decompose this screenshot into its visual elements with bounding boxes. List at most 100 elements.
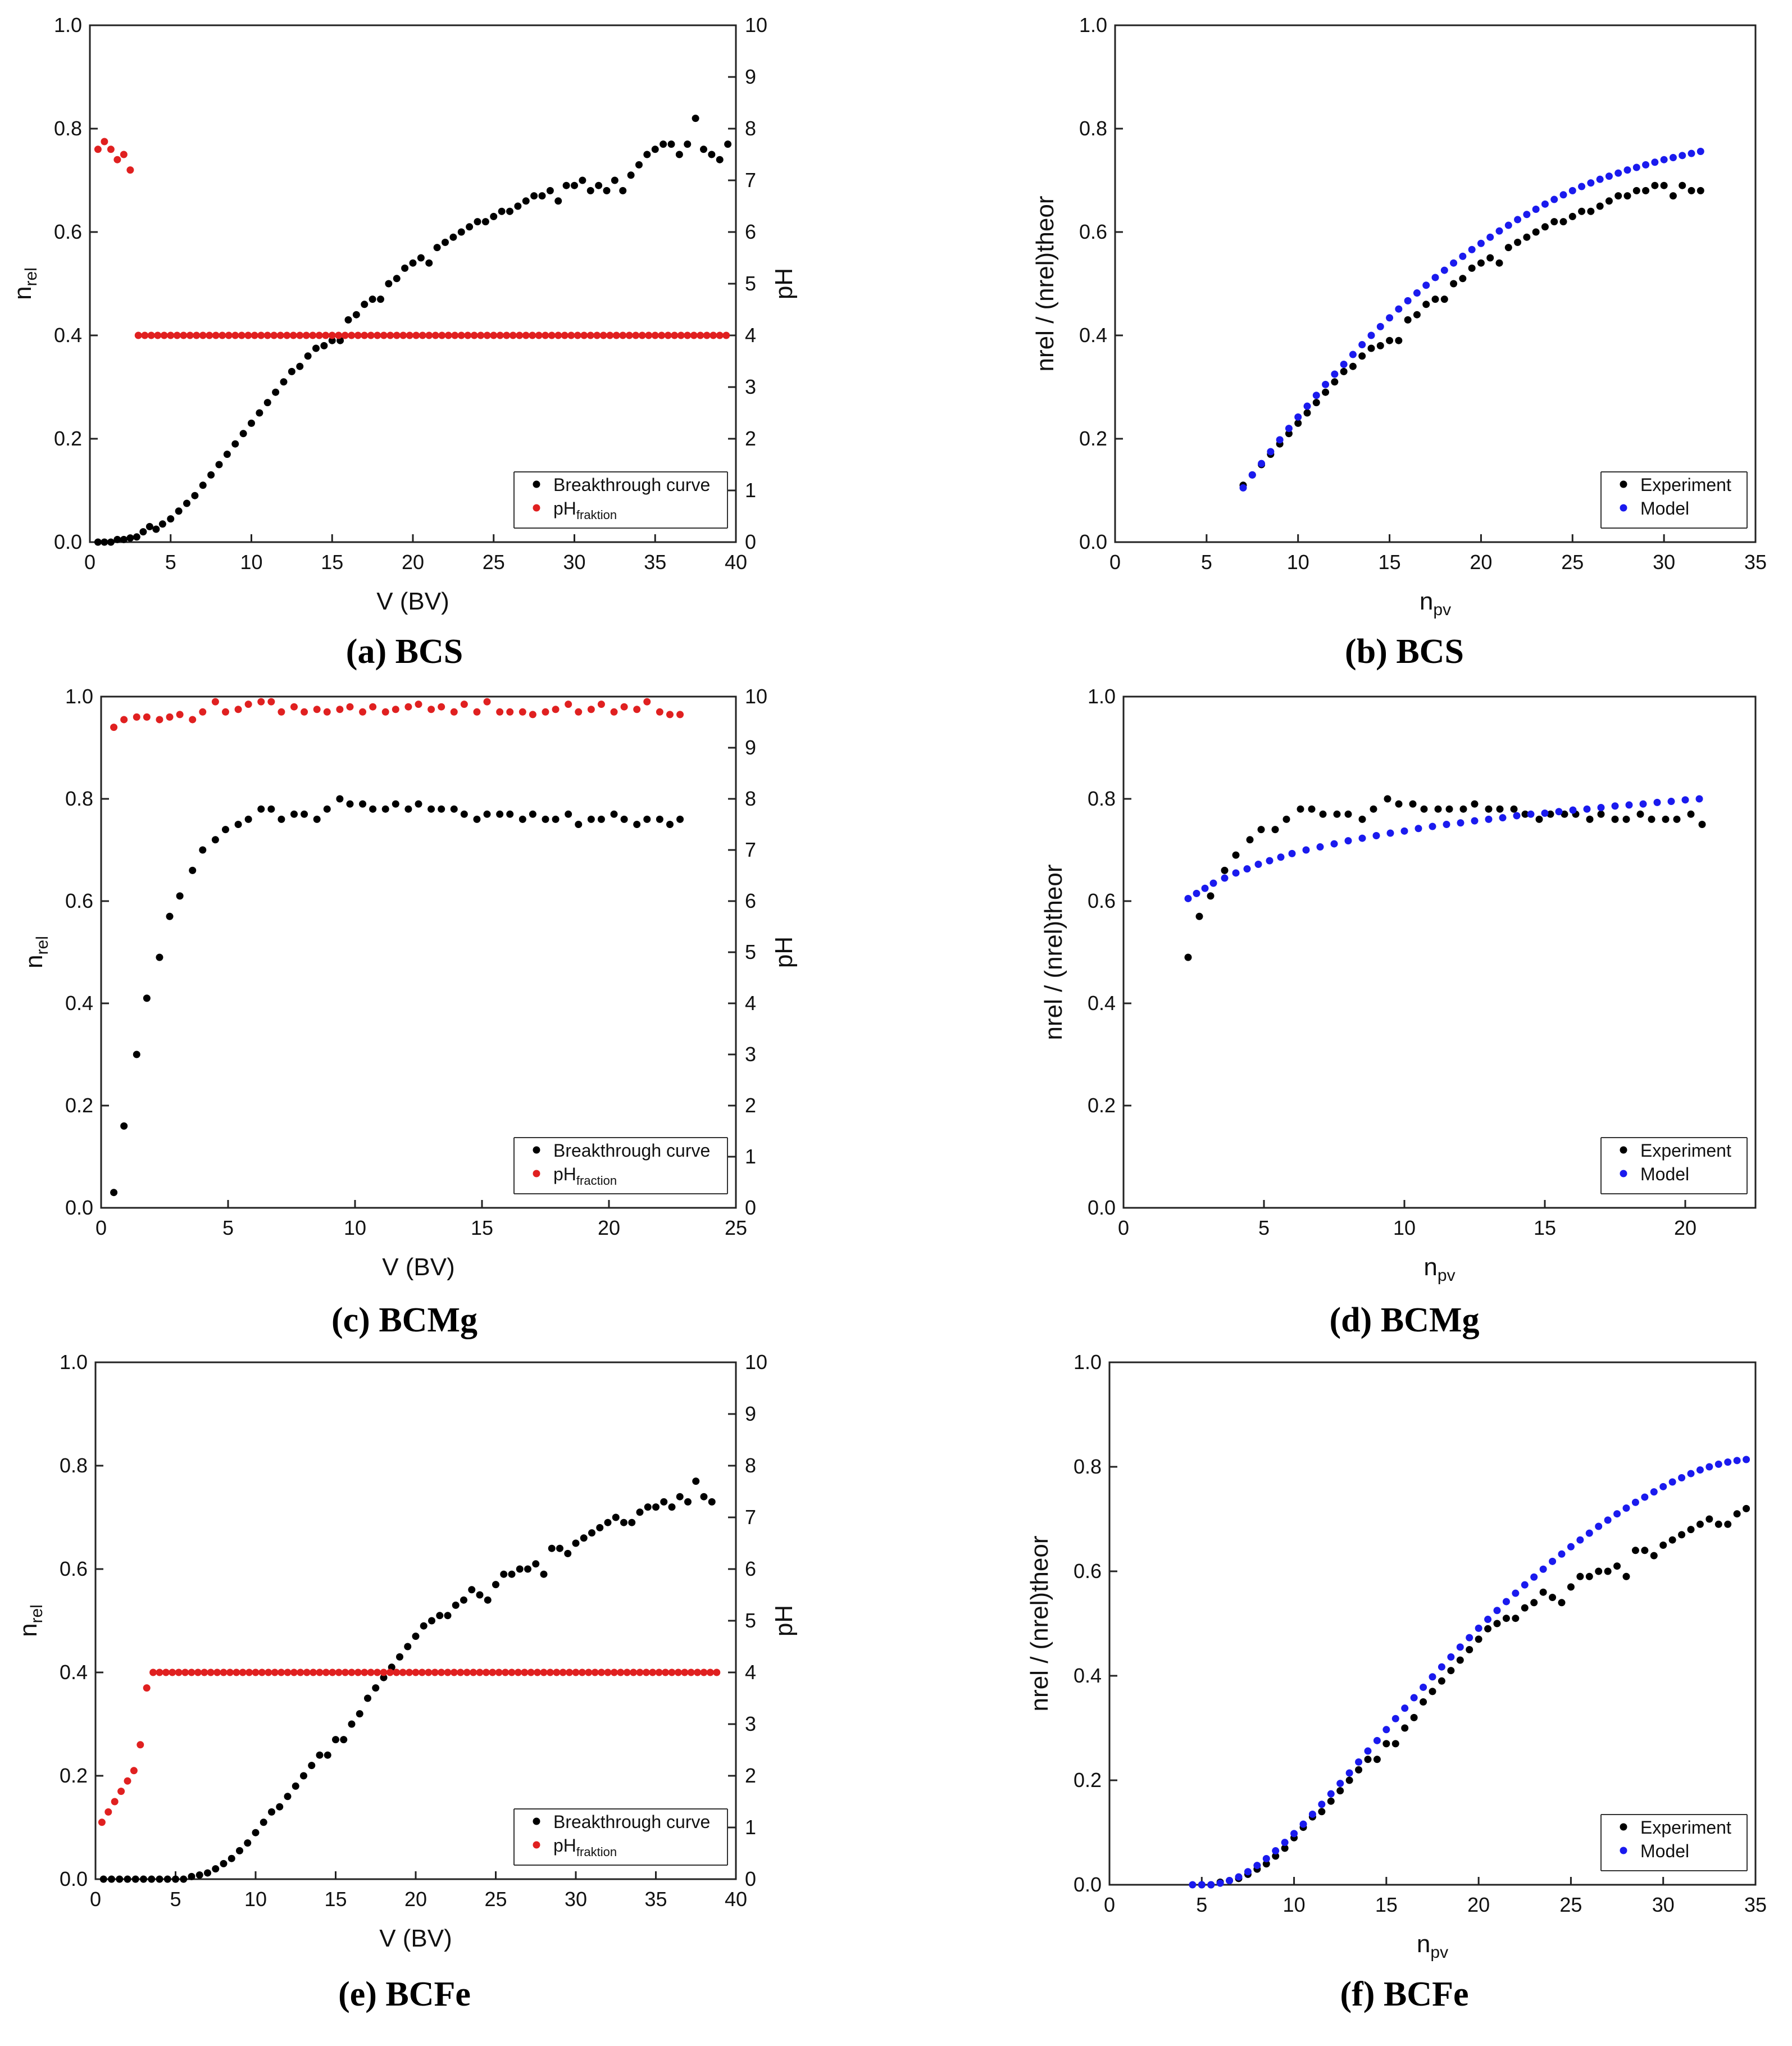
data-point: [552, 815, 560, 823]
data-point: [1358, 834, 1366, 842]
data-point: [1559, 218, 1567, 226]
x-tick-label: 30: [1653, 551, 1675, 574]
y-tick-label: 0.6: [65, 889, 93, 912]
data-point: [1578, 183, 1586, 190]
data-point: [1499, 814, 1507, 822]
data-point: [158, 520, 166, 528]
data-point: [431, 1668, 439, 1676]
data-point: [610, 708, 618, 716]
data-point: [1232, 869, 1240, 877]
data-point: [1530, 1599, 1538, 1607]
x-tick-label: 5: [165, 551, 176, 574]
x-tick-label: 5: [170, 1888, 181, 1911]
x-tick-label: 40: [725, 551, 747, 574]
data-point: [1688, 149, 1695, 157]
x-tick-label: 5: [1258, 1216, 1270, 1239]
data-point: [666, 821, 674, 828]
data-point: [483, 698, 491, 706]
data-point: [336, 706, 344, 713]
data-point: [111, 1798, 119, 1806]
legend-marker: [1620, 504, 1627, 512]
data-point: [1512, 1589, 1520, 1597]
data-point: [130, 1767, 138, 1775]
data-point: [522, 331, 530, 339]
plot-frame: [1122, 695, 1757, 1209]
data-point: [257, 698, 265, 706]
data-point: [1466, 1634, 1473, 1642]
data-point: [604, 1518, 612, 1526]
data-point: [490, 212, 498, 220]
data-point: [195, 1871, 203, 1879]
data-point: [444, 331, 452, 339]
y-tick-label: 0.0: [1088, 1196, 1116, 1219]
y-tick-label: 0.6: [1074, 1559, 1102, 1583]
data-point: [296, 362, 304, 370]
data-point: [341, 331, 349, 339]
data-point: [595, 181, 603, 189]
data-point: [1697, 187, 1704, 194]
data-point: [1632, 163, 1640, 171]
data-point: [542, 708, 549, 716]
data-point: [612, 331, 620, 339]
data-point: [1521, 1581, 1529, 1589]
data-point: [399, 1668, 407, 1676]
data-point: [226, 1668, 234, 1676]
data-point: [675, 151, 683, 158]
data-point: [166, 912, 174, 920]
data-point: [1391, 1715, 1399, 1722]
data-point: [1336, 1780, 1344, 1788]
data-point: [1611, 802, 1619, 810]
data-point: [1650, 1488, 1658, 1496]
y2-tick-label: 6: [745, 220, 756, 243]
legend-marker: [533, 1817, 540, 1825]
y-tick-label: 1.0: [65, 685, 93, 708]
x-tick-label: 10: [344, 1216, 366, 1239]
data-point: [565, 701, 572, 708]
data-point: [1243, 865, 1251, 873]
data-point: [552, 706, 560, 713]
data-point: [716, 156, 724, 163]
data-point: [280, 378, 288, 386]
data-point: [284, 1668, 292, 1676]
data-point: [1364, 1756, 1372, 1763]
y2-tick-label: 3: [745, 1712, 756, 1735]
data-point: [593, 331, 601, 339]
data-point: [340, 1736, 348, 1744]
data-point: [655, 1668, 663, 1676]
data-point: [656, 708, 663, 716]
data-point: [599, 331, 607, 339]
data-point: [516, 331, 524, 339]
data-point: [1597, 810, 1605, 818]
data-point: [1272, 1852, 1280, 1860]
data-point: [393, 275, 401, 283]
data-point: [1636, 810, 1644, 818]
data-point: [625, 331, 633, 339]
data-point: [1541, 223, 1549, 231]
data-point: [709, 331, 717, 339]
data-point: [619, 187, 627, 194]
data-point: [1299, 1820, 1307, 1828]
y-tick-label: 0.0: [54, 530, 82, 553]
series-model: [1184, 795, 1703, 902]
data-point: [310, 1668, 317, 1676]
data-point: [633, 706, 641, 713]
data-point: [139, 528, 147, 536]
data-point: [1669, 154, 1677, 162]
data-point: [700, 1668, 708, 1676]
data-point: [1257, 826, 1265, 834]
data-point: [1429, 1688, 1436, 1695]
data-point: [1276, 436, 1284, 444]
data-point: [694, 1668, 702, 1676]
data-point: [292, 1782, 299, 1790]
data-point: [444, 1612, 452, 1620]
x-axis-label-subscript: pv: [1438, 1266, 1456, 1285]
data-point: [508, 1570, 516, 1578]
data-point: [620, 815, 628, 823]
data-point: [1471, 817, 1479, 825]
data-point: [372, 1684, 380, 1692]
data-point: [176, 892, 184, 900]
chart-panel-1: 0 5 10 15 20 25 30 35 40 0.0 0.2 0.4 0.6 0.8 1.0 0 1 2 3 4 5…: [9, 13, 798, 671]
data-point: [141, 331, 149, 339]
panel-caption: (a) BCS: [346, 633, 463, 671]
data-point: [708, 151, 716, 158]
